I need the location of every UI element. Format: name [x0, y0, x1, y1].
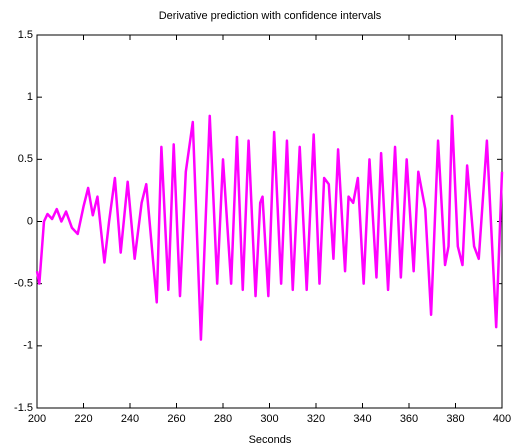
y-tick-label: 0.5 — [18, 153, 33, 165]
x-tick-label: 360 — [400, 413, 418, 425]
x-tick-label: 400 — [493, 413, 511, 425]
x-tick-label: 260 — [167, 413, 185, 425]
x-tick-label: 220 — [74, 413, 92, 425]
y-tick-label: 1.5 — [18, 29, 33, 41]
y-tick-label: 0 — [27, 215, 33, 227]
x-axis-label: Seconds — [249, 434, 292, 446]
x-tick-label: 200 — [28, 413, 46, 425]
chart-title: Derivative prediction with confidence in… — [159, 10, 382, 22]
y-tick-label: -1.5 — [14, 402, 33, 414]
x-tick-label: 320 — [307, 413, 325, 425]
x-tick-label: 240 — [121, 413, 139, 425]
x-tick-label: 380 — [446, 413, 464, 425]
y-tick-label: -0.5 — [14, 278, 33, 290]
data-line — [35, 114, 504, 341]
plot-frame — [36, 34, 503, 409]
x-tick-label: 340 — [353, 413, 371, 425]
y-tick-label: -1 — [23, 340, 33, 352]
y-tick-label: 1 — [27, 91, 33, 103]
x-tick-label: 280 — [214, 413, 232, 425]
x-tick-label: 300 — [260, 413, 278, 425]
